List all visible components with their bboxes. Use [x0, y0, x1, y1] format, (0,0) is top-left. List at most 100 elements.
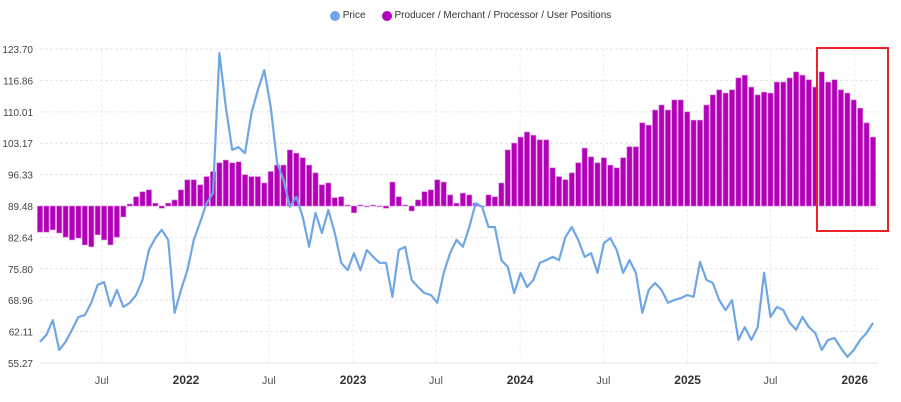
positions-bar — [709, 94, 716, 207]
legend-item-price[interactable]: Price — [329, 10, 366, 21]
positions-bar — [671, 99, 678, 207]
positions-bar — [799, 74, 806, 207]
positions-bar — [254, 176, 261, 207]
positions-bar — [261, 182, 268, 207]
positions-bar — [838, 89, 844, 207]
positions-bar — [178, 189, 184, 207]
x-tick-label: 2023 — [340, 373, 367, 387]
positions-bar — [870, 136, 876, 207]
positions-bar — [677, 99, 684, 207]
positions-bar — [146, 189, 152, 207]
positions-bar — [761, 91, 767, 207]
positions-bar — [357, 204, 364, 207]
positions-bar — [639, 122, 646, 207]
positions-bar — [754, 94, 761, 207]
positions-bar — [62, 205, 69, 238]
positions-bar — [299, 157, 306, 207]
positions-bar — [613, 167, 620, 207]
positions-bar — [844, 92, 851, 207]
positions-bar — [107, 205, 114, 246]
positions-bar — [395, 196, 402, 207]
positions-bar — [248, 176, 255, 207]
highlight-annotation — [816, 47, 889, 232]
positions-bar — [389, 181, 396, 207]
positions-bar — [536, 139, 543, 207]
positions-bar — [267, 171, 274, 207]
positions-bar — [773, 81, 780, 207]
positions-bar — [344, 204, 351, 207]
positions-bar — [530, 134, 537, 207]
positions-bar — [524, 131, 530, 207]
positions-bar — [216, 162, 223, 207]
legend-dot-price — [329, 10, 340, 21]
positions-bar — [184, 179, 191, 207]
positions-bar — [818, 71, 825, 207]
positions-bar — [607, 164, 614, 207]
positions-bar — [81, 205, 88, 246]
positions-bar — [722, 92, 729, 207]
x-tick-label: 2025 — [674, 373, 701, 387]
positions-bar — [690, 119, 697, 207]
y-tick-label: 68.96 — [8, 296, 33, 307]
positions-bar — [645, 124, 652, 207]
positions-bar — [402, 204, 409, 207]
positions-bar — [543, 139, 550, 207]
positions-bar — [697, 119, 703, 207]
positions-bar — [242, 174, 248, 207]
positions-bar — [49, 205, 56, 231]
positions-bar — [460, 192, 466, 207]
y-tick-label: 82.64 — [8, 233, 33, 244]
positions-bar — [126, 203, 133, 207]
positions-bar — [793, 71, 800, 207]
positions-bar — [351, 205, 357, 214]
positions-bar — [440, 181, 447, 207]
positions-bar — [517, 136, 524, 207]
positions-bar — [511, 142, 518, 207]
positions-bar — [825, 81, 832, 207]
positions-bar — [447, 194, 453, 207]
positions-bar — [453, 202, 460, 207]
positions-bars — [37, 71, 876, 248]
y-tick-label: 96.33 — [8, 171, 33, 182]
positions-bar — [363, 205, 370, 208]
positions-bar — [716, 89, 723, 207]
y-tick-label: 103.17 — [2, 139, 33, 150]
positions-bar — [158, 205, 165, 209]
y-axis: 123.70 116.86 110.01 103.17 96.33 89.48 82.64 7… — [2, 45, 33, 370]
positions-bar — [806, 79, 812, 207]
positions-bar — [626, 146, 633, 207]
positions-bar — [684, 111, 691, 207]
positions-bar — [94, 205, 101, 236]
y-tick-label: 75.80 — [8, 265, 33, 276]
positions-bar — [43, 205, 50, 233]
positions-bar — [274, 164, 280, 207]
y-tick-label: 110.01 — [3, 108, 33, 119]
positions-bar — [850, 99, 857, 207]
positions-bar — [139, 191, 146, 207]
highlight-box — [816, 47, 889, 232]
x-tick-label: 2024 — [507, 373, 534, 387]
positions-bar — [863, 122, 870, 207]
positions-bar — [498, 182, 505, 207]
positions-bar — [492, 196, 498, 207]
positions-bar — [658, 104, 665, 207]
legend-label-positions: Producer / Merchant / Processor / User P… — [394, 10, 612, 21]
positions-bar — [729, 89, 735, 207]
positions-bar — [786, 77, 793, 207]
positions-bar — [331, 197, 338, 207]
positions-bar — [190, 179, 197, 207]
x-tick-label: Jul — [763, 375, 777, 387]
y-tick-label: 89.48 — [8, 202, 33, 213]
positions-bar — [588, 156, 594, 207]
positions-bar — [575, 162, 582, 207]
legend-item-positions[interactable]: Producer / Merchant / Processor / User P… — [381, 10, 612, 21]
positions-bar — [434, 179, 441, 207]
positions-bar — [633, 146, 639, 207]
positions-bar — [120, 205, 127, 218]
positions-bar — [75, 205, 82, 239]
positions-bar — [556, 176, 562, 207]
positions-bar — [113, 205, 120, 238]
y-tick-label: 55.27 — [8, 359, 33, 370]
positions-bar — [594, 162, 601, 207]
